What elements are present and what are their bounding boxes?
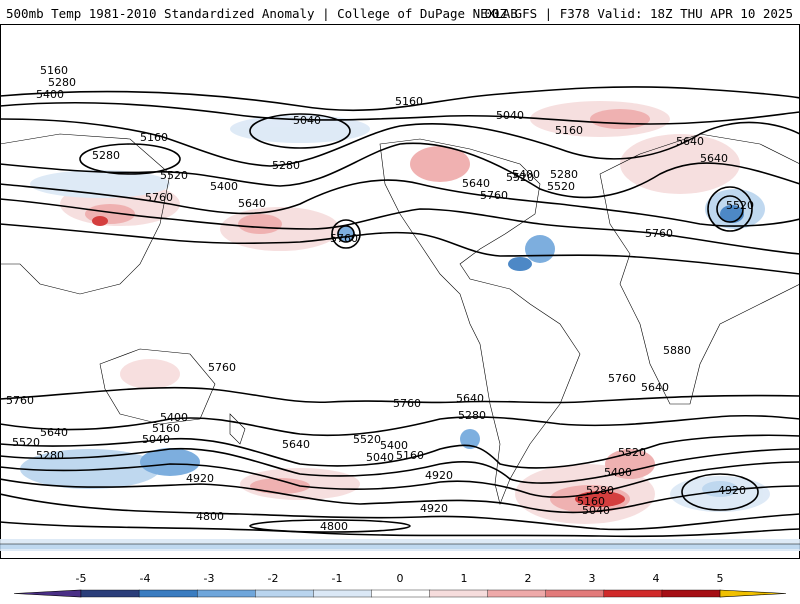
colorbar-segment <box>661 589 721 598</box>
svg-text:5: 5 <box>717 572 724 585</box>
svg-text:5160: 5160 <box>140 131 168 144</box>
svg-text:5160: 5160 <box>577 495 605 508</box>
svg-text:-4: -4 <box>140 572 151 585</box>
svg-text:5760: 5760 <box>6 394 34 407</box>
svg-text:5760: 5760 <box>480 189 508 202</box>
svg-text:5280: 5280 <box>36 449 64 462</box>
anomaly-shading <box>0 101 800 551</box>
colorbar-segment <box>603 589 663 598</box>
model-run-info: 00Z GFS | F378 Valid: 18Z THU APR 10 202… <box>484 6 793 21</box>
svg-text:5040: 5040 <box>293 114 321 127</box>
svg-text:5160: 5160 <box>395 95 423 108</box>
svg-text:5640: 5640 <box>641 381 669 394</box>
svg-text:5640: 5640 <box>456 392 484 405</box>
svg-text:0: 0 <box>397 572 404 585</box>
colorbar-segment <box>138 589 198 598</box>
svg-text:1: 1 <box>461 572 468 585</box>
svg-text:5760: 5760 <box>145 191 173 204</box>
colorbar-ticks: -5 -4 -3 -2 -1 0 1 2 3 4 5 <box>76 572 724 585</box>
height-contours <box>0 86 800 538</box>
colorbar-segment <box>487 589 547 598</box>
colorbar-segments <box>13 589 787 598</box>
colorbar-segment <box>196 589 256 598</box>
svg-text:-3: -3 <box>204 572 215 585</box>
colorbar-segment <box>429 589 489 598</box>
svg-text:4: 4 <box>653 572 660 585</box>
svg-text:5040: 5040 <box>582 504 610 517</box>
svg-text:5640: 5640 <box>282 438 310 451</box>
svg-text:5040: 5040 <box>496 109 524 122</box>
colorbar-segment <box>80 589 140 598</box>
svg-text:5760: 5760 <box>393 397 421 410</box>
svg-text:5760: 5760 <box>330 232 358 245</box>
svg-text:5040: 5040 <box>142 433 170 446</box>
svg-text:5520: 5520 <box>618 446 646 459</box>
svg-text:5520: 5520 <box>726 199 754 212</box>
svg-text:5280: 5280 <box>550 168 578 181</box>
colorbar-segment <box>545 589 605 598</box>
svg-text:5640: 5640 <box>238 197 266 210</box>
svg-text:5400: 5400 <box>512 168 540 181</box>
svg-text:5400: 5400 <box>36 88 64 101</box>
svg-text:5400: 5400 <box>380 439 408 452</box>
svg-text:5160: 5160 <box>40 64 68 77</box>
svg-text:5280: 5280 <box>458 409 486 422</box>
svg-text:5520: 5520 <box>506 171 534 184</box>
svg-text:5640: 5640 <box>40 426 68 439</box>
svg-text:5640: 5640 <box>676 135 704 148</box>
svg-text:5880: 5880 <box>663 344 691 357</box>
svg-text:5280: 5280 <box>92 149 120 162</box>
svg-text:5520: 5520 <box>547 180 575 193</box>
svg-text:4800: 4800 <box>196 510 224 523</box>
svg-text:4920: 4920 <box>186 472 214 485</box>
colorbar-segment <box>719 589 787 598</box>
svg-text:-1: -1 <box>332 572 343 585</box>
svg-text:5040: 5040 <box>366 451 394 464</box>
svg-text:4920: 4920 <box>420 502 448 515</box>
svg-text:5640: 5640 <box>462 177 490 190</box>
svg-text:5400: 5400 <box>604 466 632 479</box>
colorbar-segment <box>13 589 82 598</box>
svg-text:4920: 4920 <box>425 469 453 482</box>
svg-text:5760: 5760 <box>208 361 236 374</box>
svg-text:-5: -5 <box>76 572 87 585</box>
svg-text:5520: 5520 <box>160 169 188 182</box>
contour-labels: 5160 5280 5400 5040 5160 5280 5520 5760 … <box>6 64 754 533</box>
svg-text:3: 3 <box>589 572 596 585</box>
svg-text:5400: 5400 <box>160 411 188 424</box>
svg-text:2: 2 <box>525 572 532 585</box>
svg-text:5280: 5280 <box>48 76 76 89</box>
global-anomaly-map: 5160 5280 5400 5040 5160 5280 5520 5760 … <box>0 24 800 559</box>
svg-text:5520: 5520 <box>12 436 40 449</box>
coastlines <box>0 133 800 545</box>
svg-text:4800: 4800 <box>320 520 348 533</box>
svg-text:5760: 5760 <box>645 227 673 240</box>
colorbar-segment <box>371 589 431 598</box>
svg-text:-2: -2 <box>268 572 279 585</box>
svg-text:5160: 5160 <box>396 449 424 462</box>
map-title: 500mb Temp 1981-2010 Standardized Anomal… <box>6 6 518 21</box>
svg-text:4920: 4920 <box>718 484 746 497</box>
svg-text:5280: 5280 <box>586 484 614 497</box>
svg-text:5520: 5520 <box>353 433 381 446</box>
colorbar-segment <box>255 589 315 598</box>
svg-text:5160: 5160 <box>555 124 583 137</box>
anomaly-colorbar: -5 -4 -3 -2 -1 0 1 2 3 4 5 <box>0 570 800 600</box>
svg-text:5280: 5280 <box>272 159 300 172</box>
svg-text:5760: 5760 <box>608 372 636 385</box>
svg-text:5160: 5160 <box>152 422 180 435</box>
svg-text:5640: 5640 <box>700 152 728 165</box>
svg-text:5400: 5400 <box>210 180 238 193</box>
colorbar-segment <box>313 589 373 598</box>
